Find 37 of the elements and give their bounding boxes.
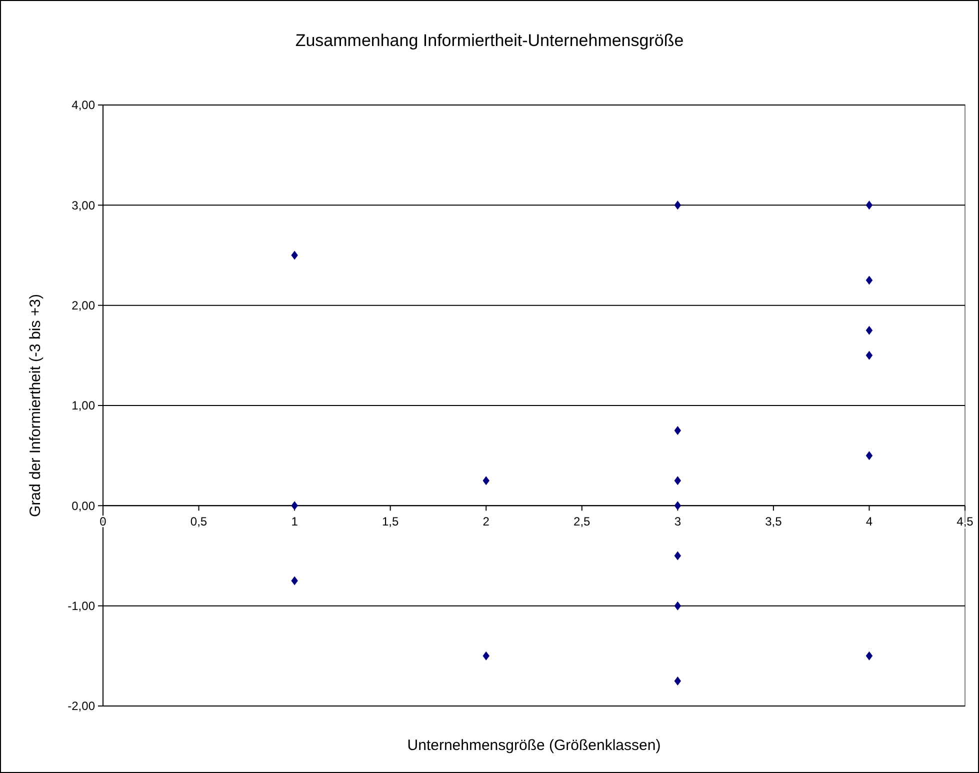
point — [291, 250, 298, 260]
y-axis-title: Grad der Informiertheit (-3 bis +3) — [27, 294, 44, 518]
chart-title: Zusammenhang Informiertheit-Unternehmensgröße — [295, 31, 684, 50]
point — [866, 350, 873, 360]
y-tick-label: 0,00 — [72, 498, 96, 513]
point — [674, 676, 682, 686]
point — [866, 651, 873, 660]
y-tick-label: 2,00 — [72, 298, 96, 313]
y-tick-label: 1,00 — [72, 398, 96, 413]
point — [674, 501, 682, 510]
x-tick-label: 2 — [482, 514, 490, 529]
y-tick-label: -1,00 — [68, 599, 96, 614]
point — [674, 601, 682, 610]
x-tick-label: 3,5 — [765, 514, 782, 529]
y-tick-label: 3,00 — [72, 198, 96, 212]
y-tick-label: 4,00 — [72, 98, 96, 112]
x-tick-label: 3 — [674, 514, 682, 529]
x-tick-label: 4,5 — [956, 514, 974, 529]
y-tick-label: -2,00 — [68, 699, 96, 714]
point — [674, 200, 682, 210]
x-tick-label: 2,5 — [574, 514, 591, 529]
point — [674, 476, 682, 486]
point — [291, 576, 298, 586]
point — [291, 501, 298, 510]
x-tick-label: 1,5 — [382, 514, 399, 529]
point — [674, 551, 682, 560]
point — [482, 476, 490, 486]
point — [866, 451, 873, 460]
x-axis-title: Unternehmensgröße (Größenklassen) — [407, 737, 661, 754]
point — [482, 651, 490, 660]
point — [866, 276, 873, 285]
x-tick-label: 4 — [866, 514, 873, 529]
x-tick-label: 1 — [291, 514, 298, 529]
point — [674, 426, 682, 436]
x-tick-label: 0,5 — [190, 514, 208, 529]
point — [866, 326, 873, 335]
point — [866, 200, 873, 210]
